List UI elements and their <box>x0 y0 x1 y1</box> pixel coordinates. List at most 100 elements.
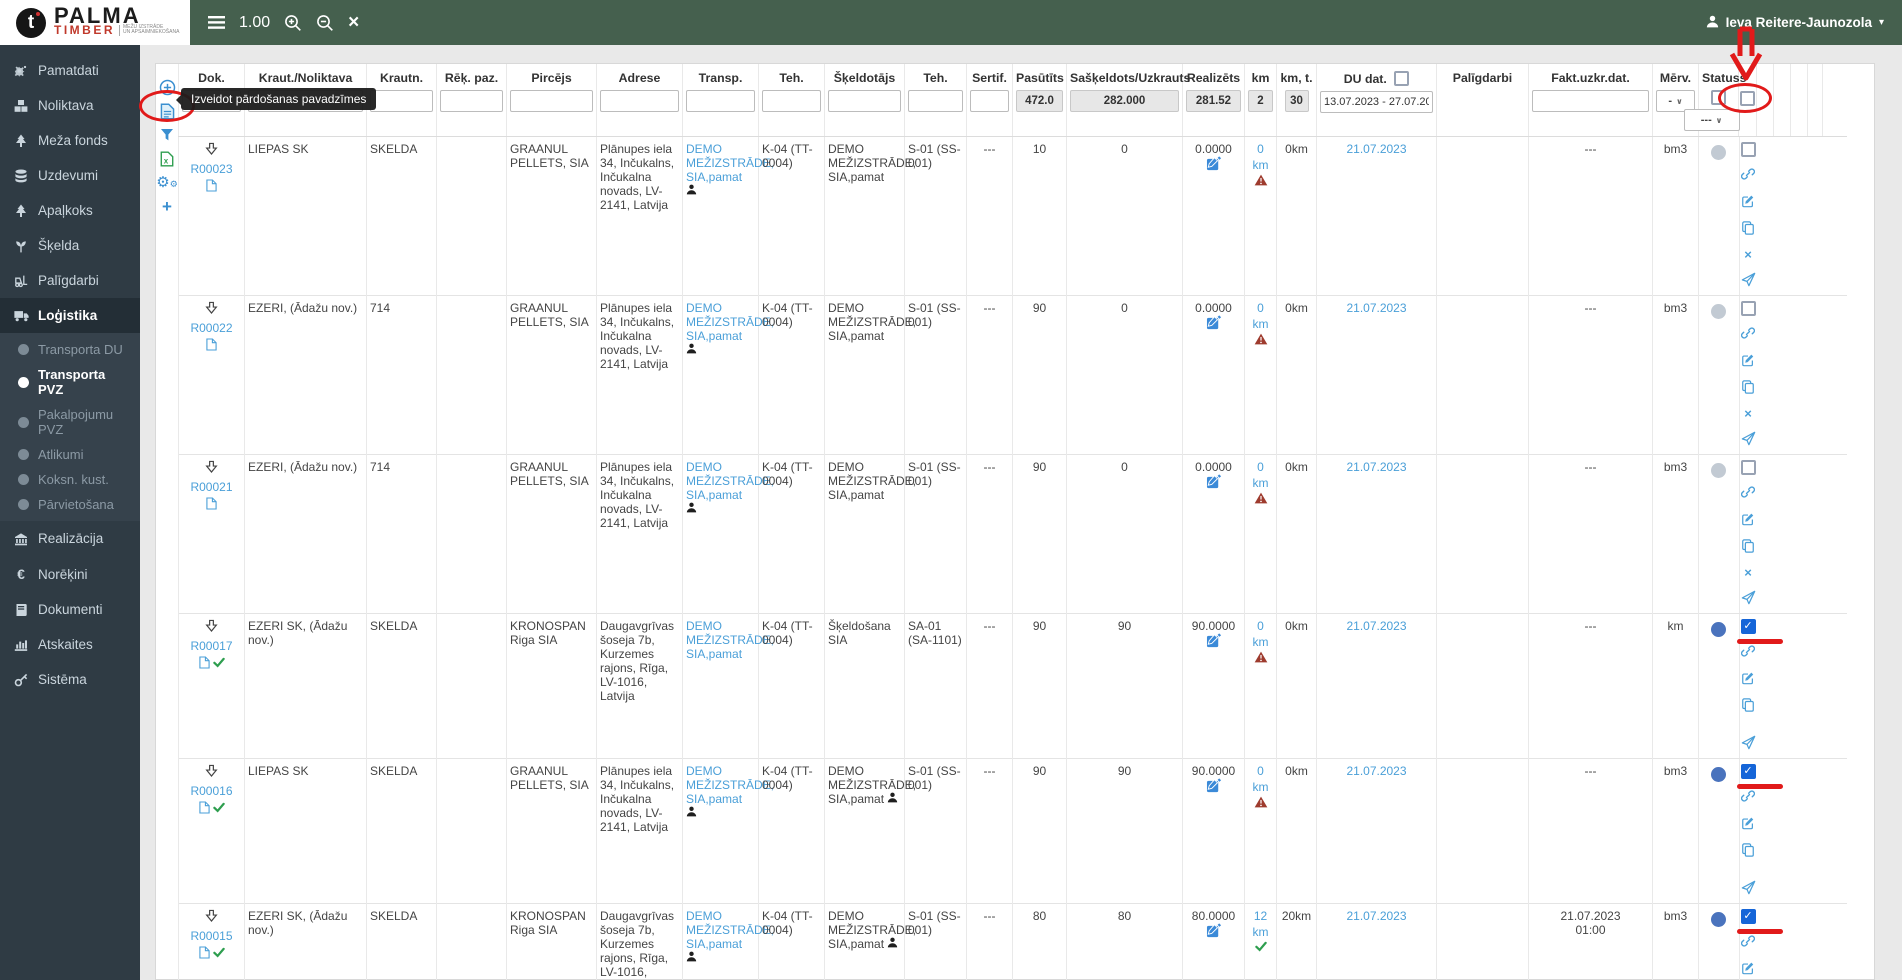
km-value-link[interactable]: 0 <box>1257 619 1264 633</box>
teh2-filter-input[interactable] <box>908 90 963 112</box>
download-icon[interactable] <box>205 142 218 159</box>
pdf-icon[interactable] <box>206 338 217 354</box>
du-date-link[interactable]: 21.07.2023 <box>1346 764 1407 778</box>
person-icon[interactable] <box>686 343 697 357</box>
link-icon[interactable] <box>1740 789 1756 806</box>
sidebar-item-elda[interactable]: Šķelda <box>0 228 140 263</box>
km-value-link[interactable]: 0 <box>1257 764 1264 778</box>
transporter-link[interactable]: DEMO MEŽIZSTRĀDE, SIA,pamat <box>686 301 775 343</box>
du-date-link[interactable]: 21.07.2023 <box>1346 619 1407 633</box>
send-icon[interactable] <box>1741 272 1756 290</box>
filter-icon[interactable] <box>158 126 176 144</box>
row-select-checkbox[interactable] <box>1740 460 1756 475</box>
link-icon[interactable] <box>1740 326 1756 343</box>
edit-realized-icon[interactable] <box>1206 156 1222 174</box>
sidebar-subitem-pakalpojumu-pvz[interactable]: Pakalpojumu PVZ <box>0 402 140 442</box>
delete-icon[interactable]: × <box>1744 406 1752 421</box>
km-value-link[interactable]: 0 <box>1257 301 1264 315</box>
km-value-link[interactable]: 0 <box>1257 142 1264 156</box>
download-icon[interactable] <box>205 764 218 781</box>
send-icon[interactable] <box>1741 431 1756 449</box>
doc-number-link[interactable]: R00022 <box>190 321 233 335</box>
edit-realized-icon[interactable] <box>1206 315 1222 333</box>
sertif-filter-input[interactable] <box>970 90 1009 112</box>
person-icon[interactable] <box>686 502 697 516</box>
user-menu[interactable]: Ieva Reitere-Jaunozola ▾ <box>1706 15 1884 31</box>
du-date-checkbox[interactable] <box>1394 71 1410 86</box>
km-value-link[interactable]: 0 <box>1257 460 1264 474</box>
delete-icon[interactable]: × <box>1744 565 1752 580</box>
download-icon[interactable] <box>205 909 218 926</box>
transp-filter-input[interactable] <box>686 90 755 112</box>
transporter-link[interactable]: DEMO MEŽIZSTRĀDE, SIA,pamat <box>686 619 775 661</box>
download-icon[interactable] <box>205 619 218 636</box>
edit-realized-icon[interactable] <box>1206 778 1222 796</box>
copy-icon[interactable] <box>1741 221 1755 238</box>
plus-icon[interactable]: + <box>162 197 172 216</box>
delete-icon[interactable]: × <box>1744 247 1752 262</box>
pdf-icon[interactable] <box>206 179 217 195</box>
row-select-checkbox[interactable]: ✓ <box>1740 619 1756 634</box>
row-select-checkbox[interactable] <box>1740 301 1756 316</box>
link-icon[interactable] <box>1740 167 1756 184</box>
status-filter-select[interactable]: --- ∨ <box>1683 109 1740 131</box>
sidebar-item-atskaites[interactable]: Atskaites <box>0 627 140 662</box>
person-icon[interactable] <box>686 806 697 820</box>
pdf-icon[interactable] <box>198 801 210 817</box>
link-icon[interactable] <box>1740 644 1756 661</box>
du-date-link[interactable]: 21.07.2023 <box>1346 301 1407 315</box>
plus-circle-icon[interactable] <box>158 78 176 96</box>
transporter-link[interactable]: DEMO MEŽIZSTRĀDE, SIA,pamat <box>686 142 775 184</box>
adrese-filter-input[interactable] <box>600 90 679 112</box>
row-select-checkbox[interactable]: ✓ <box>1740 909 1756 924</box>
sidebar-item-nor-ini[interactable]: € Norēķini <box>0 556 140 592</box>
pdf-icon[interactable] <box>198 656 210 672</box>
edit-icon[interactable] <box>1741 353 1755 370</box>
sidebar-subitem-transporta-pvz[interactable]: Transporta PVZ <box>0 362 140 402</box>
edit-icon[interactable] <box>1741 961 1755 978</box>
transporter-link[interactable]: DEMO MEŽIZSTRĀDE, SIA,pamat <box>686 764 775 806</box>
copy-icon[interactable] <box>1741 380 1755 397</box>
menu-toggle-icon[interactable] <box>208 16 225 29</box>
edit-realized-icon[interactable] <box>1206 633 1222 651</box>
create-sales-waybill-icon[interactable] <box>158 102 176 120</box>
doc-number-link[interactable]: R00023 <box>190 162 233 176</box>
send-icon[interactable] <box>1741 735 1756 753</box>
krautn-filter-input[interactable] <box>370 90 433 112</box>
status-select-all-checkbox[interactable] <box>1711 90 1726 105</box>
sidebar-subitem-transporta-du[interactable]: Transporta DU <box>0 337 140 362</box>
copy-icon[interactable] <box>1741 539 1755 556</box>
sidebar-item-realiz-cija[interactable]: Realizācija <box>0 521 140 556</box>
sidebar-item-uzdevumi[interactable]: Uzdevumi <box>0 158 140 193</box>
edit-icon[interactable] <box>1741 671 1755 688</box>
sidebar-item-dokumenti[interactable]: Dokumenti <box>0 592 140 627</box>
km-value-link[interactable]: 12 <box>1253 909 1268 923</box>
sidebar-item-pal-gdarbi[interactable]: Palīgdarbi <box>0 263 140 298</box>
sidebar-subitem-atlikumi[interactable]: Atlikumi <box>0 442 140 467</box>
teh1-filter-input[interactable] <box>762 90 821 112</box>
kraut-filter-input[interactable] <box>248 90 363 112</box>
doc-number-link[interactable]: R00016 <box>190 784 233 798</box>
merv-filter-select[interactable]: - ∨ <box>1656 90 1695 112</box>
rek-filter-input[interactable] <box>440 90 503 112</box>
doc-number-link[interactable]: R00021 <box>190 480 233 494</box>
rows-select-all-checkbox[interactable] <box>1740 91 1755 106</box>
copy-icon[interactable] <box>1741 843 1755 860</box>
link-icon[interactable] <box>1740 485 1756 502</box>
sidebar-item-me-a-fonds[interactable]: Meža fonds <box>0 123 140 158</box>
sidebar-item-noliktava[interactable]: Noliktava <box>0 88 140 123</box>
download-icon[interactable] <box>205 460 218 477</box>
doc-number-link[interactable]: R00015 <box>190 929 233 943</box>
sidebar-item-apa-koks[interactable]: Apaļkoks <box>0 193 140 228</box>
settings-icon[interactable]: ⚙⚙ <box>156 173 178 191</box>
sidebar-subitem-p-rvieto-ana[interactable]: Pārvietošana <box>0 492 140 517</box>
link-icon[interactable] <box>1740 934 1756 951</box>
send-icon[interactable] <box>1741 590 1756 608</box>
sidebar-subitem-koksn-kust[interactable]: Koksn. kust. <box>0 467 140 492</box>
doc-number-link[interactable]: R00017 <box>190 639 233 653</box>
pdf-icon[interactable] <box>206 497 217 513</box>
send-icon[interactable] <box>1741 880 1756 898</box>
zoom-out-icon[interactable] <box>316 14 334 32</box>
du-date-link[interactable]: 21.07.2023 <box>1346 142 1407 156</box>
zoom-in-icon[interactable] <box>284 14 302 32</box>
